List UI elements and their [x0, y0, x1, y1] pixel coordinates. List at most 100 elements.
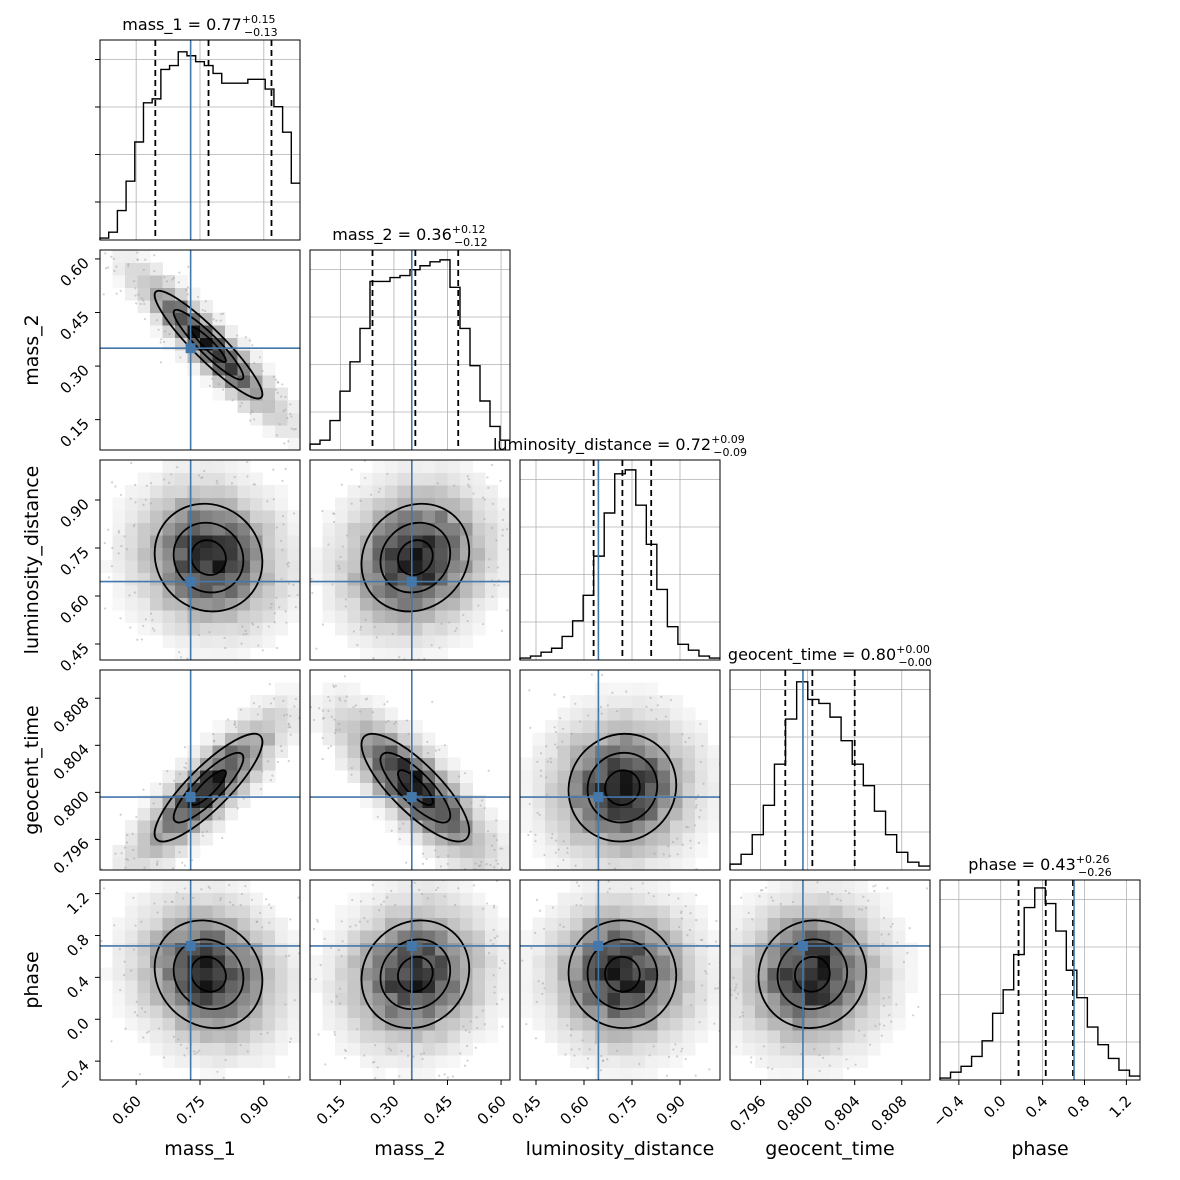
density-cell [322, 695, 336, 708]
density-cell [817, 942, 831, 956]
density-cell [397, 635, 411, 648]
density-cell [250, 1017, 263, 1031]
sample-point [158, 874, 160, 876]
sample-point [73, 535, 75, 537]
sample-point [377, 490, 380, 494]
sample-point [271, 774, 274, 777]
density-cell [212, 980, 226, 993]
density-cell [162, 485, 176, 498]
density-cell [472, 857, 486, 870]
density-cell [250, 610, 263, 623]
density-cell [385, 942, 398, 956]
sample-point [142, 1036, 145, 1039]
density-cell [225, 510, 238, 523]
density-cell [855, 967, 868, 981]
density-cell [435, 572, 448, 586]
sample-point [233, 475, 236, 479]
sample-point [119, 813, 122, 816]
density-cell [212, 547, 226, 561]
density-cell [175, 1055, 188, 1068]
sample-point [376, 1066, 379, 1069]
density-cell [275, 597, 288, 611]
sample-point [124, 866, 127, 869]
density-cell [125, 992, 138, 1006]
density-cell [275, 732, 288, 746]
density-cell [805, 980, 818, 993]
density-cell [212, 720, 226, 733]
density-cell [805, 892, 818, 906]
sample-point [667, 893, 671, 897]
sample-point [376, 815, 379, 818]
density-cell [485, 942, 498, 956]
density-cell [175, 1042, 188, 1056]
density-cell [287, 597, 300, 611]
density-cell [237, 1042, 251, 1056]
density-cell [607, 967, 621, 981]
sample-point [228, 901, 232, 904]
density-cell [707, 745, 720, 758]
density-cell [582, 707, 596, 721]
density-cell [497, 857, 510, 870]
sample-point [467, 483, 470, 486]
sample-point [162, 1056, 166, 1059]
density-cell [830, 1055, 843, 1068]
density-cell [607, 1030, 621, 1043]
sample-point [551, 906, 555, 909]
density-cell [422, 980, 436, 993]
sample-point [136, 1014, 139, 1017]
density-cell [347, 980, 361, 993]
sample-point [153, 902, 156, 905]
density-cell [175, 905, 188, 918]
density-cell [175, 485, 188, 498]
sample-point [133, 875, 135, 877]
density-cell [372, 930, 386, 943]
density-cell [125, 967, 138, 981]
xtick-label: 0.45 [508, 1092, 544, 1128]
density-cell [385, 880, 398, 893]
sample-point [197, 634, 201, 637]
density-cell [620, 807, 633, 821]
density-cell [842, 942, 856, 956]
ytick-label: 0.60 [56, 591, 92, 627]
density-cell [212, 1055, 226, 1068]
sample-point [887, 933, 890, 936]
sample-point [197, 474, 201, 477]
sample-point [181, 861, 184, 864]
density-cell [212, 782, 226, 796]
density-cell [657, 1055, 671, 1068]
ytick-label: 0.0 [63, 1014, 93, 1044]
ytick-label: 0.75 [56, 543, 92, 579]
sample-point [253, 362, 256, 365]
density-cell [125, 942, 138, 956]
density-cell [447, 992, 461, 1006]
sample-point [483, 518, 486, 521]
density-cell [125, 497, 138, 511]
density-cell [670, 807, 683, 821]
sample-point [156, 860, 159, 863]
sample-point [481, 907, 484, 910]
panel-content [73, 460, 300, 660]
density-cell [137, 930, 151, 943]
density-cell [175, 622, 188, 636]
density-cell [397, 1067, 411, 1080]
density-cell [397, 992, 411, 1006]
sample-point [286, 713, 289, 716]
density-cell [695, 992, 708, 1006]
sample-point [338, 567, 341, 570]
density-cell [472, 892, 486, 906]
density-cell [137, 905, 151, 918]
density-cell [730, 955, 743, 968]
sample-point [836, 898, 839, 901]
sample-point [289, 733, 292, 736]
sample-point [142, 503, 145, 506]
density-cell [137, 980, 151, 993]
density-cell [200, 635, 213, 648]
density-cell [460, 485, 473, 498]
sample-point [252, 702, 255, 705]
density-cell [237, 460, 251, 473]
sample-point [129, 497, 132, 500]
sample-point [133, 1011, 137, 1014]
density-cell [262, 362, 276, 376]
density-cell [905, 980, 918, 993]
density-cell [360, 522, 373, 536]
